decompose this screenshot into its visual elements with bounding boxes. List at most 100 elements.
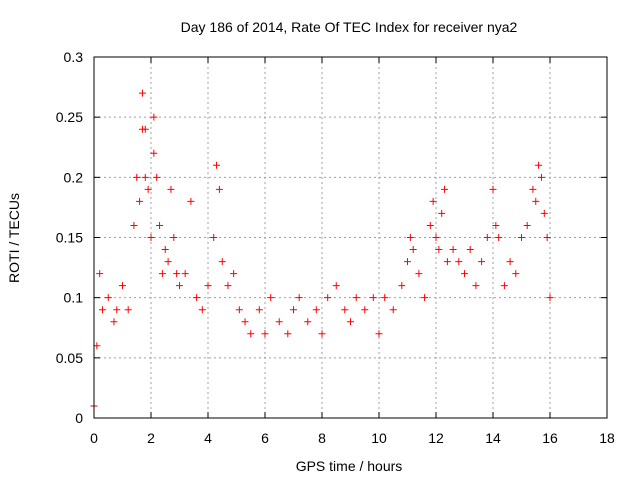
x-tick-label: 12 [428, 430, 444, 446]
data-point [518, 234, 525, 241]
data-point [435, 246, 443, 254]
data-point [506, 258, 514, 266]
data-point [443, 258, 451, 266]
data-point [438, 209, 446, 217]
data-point [261, 330, 269, 338]
data-point [361, 306, 369, 314]
data-point [500, 282, 508, 290]
x-tick-label: 18 [599, 430, 615, 446]
data-point [352, 294, 360, 302]
data-point [113, 306, 121, 314]
y-tick-label: 0 [75, 410, 83, 426]
data-point [375, 330, 383, 338]
data-point [532, 197, 540, 205]
data-point [449, 246, 457, 254]
data-point [318, 330, 326, 338]
data-point [110, 318, 118, 326]
y-tick-labels: 0 0.05 0.1 0.15 0.2 0.25 0.3 [56, 49, 83, 426]
x-tick-labels: 0 2 4 6 8 10 12 14 16 18 [90, 430, 615, 446]
data-point [495, 234, 503, 241]
data-point [275, 318, 283, 326]
data-point [130, 221, 138, 229]
data-point [523, 221, 531, 229]
data-point [466, 246, 474, 254]
x-tick-label: 10 [371, 430, 387, 446]
data-point [93, 342, 101, 350]
y-tick-label: 0.2 [64, 169, 84, 185]
data-point [133, 173, 141, 181]
data-point [389, 306, 397, 314]
data-point [455, 258, 463, 266]
data-point [284, 330, 292, 338]
y-tick-label: 0.25 [56, 109, 83, 125]
data-point [156, 221, 164, 229]
data-point [167, 185, 175, 193]
data-point [187, 197, 195, 205]
data-point [512, 270, 520, 278]
data-point [304, 318, 312, 326]
data-point [398, 282, 406, 290]
data-point [540, 209, 548, 217]
data-point [104, 294, 112, 302]
data-point [204, 282, 212, 290]
data-point [406, 234, 414, 241]
data-point [224, 282, 232, 290]
data-point [138, 89, 146, 97]
data-point [124, 306, 132, 314]
data-point [213, 161, 221, 169]
data-point [235, 306, 243, 314]
data-point [295, 294, 303, 302]
data-point [415, 270, 423, 278]
data-point [489, 185, 497, 193]
data-point [215, 185, 223, 193]
data-point [483, 234, 491, 241]
data-point [193, 294, 201, 302]
data-point [96, 270, 104, 278]
y-tick-label: 0.3 [64, 49, 84, 65]
axis-ticks [93, 56, 608, 419]
data-point [492, 221, 500, 229]
data-point [230, 270, 238, 278]
data-point [535, 161, 543, 169]
data-point [429, 197, 437, 205]
x-axis-label: GPS time / hours [296, 458, 403, 474]
data-point [441, 185, 449, 193]
data-point [409, 246, 417, 254]
data-point [181, 270, 189, 278]
data-point [158, 270, 166, 278]
data-point [472, 282, 480, 290]
x-tick-label: 6 [261, 430, 269, 446]
data-point [119, 282, 126, 290]
data-point [198, 306, 206, 314]
data-point [176, 282, 183, 290]
data-point [426, 221, 434, 229]
data-point [153, 173, 161, 181]
data-point [324, 294, 332, 302]
data-point [347, 318, 354, 326]
data-point [136, 197, 144, 205]
data-point [161, 246, 169, 254]
data-point [147, 234, 155, 241]
data-point [404, 258, 411, 266]
x-tick-label: 4 [204, 430, 212, 446]
data-point [543, 234, 551, 241]
data-point [150, 149, 158, 157]
data-point [312, 306, 320, 314]
data-point [144, 185, 152, 193]
data-point [432, 234, 440, 241]
data-point [141, 125, 149, 133]
x-tick-label: 2 [147, 430, 155, 446]
data-point [210, 234, 218, 241]
data-point [247, 330, 255, 338]
x-tick-label: 8 [318, 430, 326, 446]
data-point [381, 294, 389, 302]
data-point [546, 294, 554, 302]
data-point [369, 294, 377, 302]
data-point [99, 306, 107, 314]
data-point [332, 282, 340, 290]
data-point [529, 185, 537, 193]
x-tick-label: 16 [542, 430, 558, 446]
x-tick-label: 14 [485, 430, 501, 446]
data-point [537, 173, 545, 181]
y-tick-label: 0.1 [64, 290, 84, 306]
